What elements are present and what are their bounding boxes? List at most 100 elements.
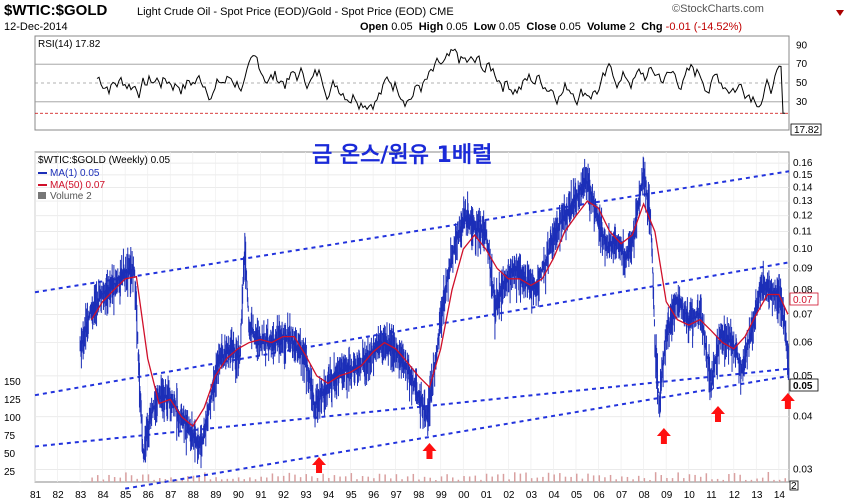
price-tick-label: 0.15 <box>793 170 813 181</box>
close-label: Close <box>526 21 557 33</box>
volume-bar <box>457 479 460 482</box>
price-bars <box>79 156 790 469</box>
volume-bar <box>344 476 347 482</box>
volume-bar <box>401 479 403 482</box>
volume-bar <box>474 475 477 482</box>
legend-swatch-volume <box>38 192 46 199</box>
low-label: Low <box>473 21 496 33</box>
volume-bar <box>519 473 522 482</box>
up-arrow-icon <box>780 393 795 409</box>
volume-bar <box>204 472 206 482</box>
price-tick-label: 0.11 <box>793 227 812 238</box>
stockcharts-logo[interactable]: ©StockCharts.com <box>672 3 764 15</box>
volume-bar <box>660 475 663 482</box>
volume-bar <box>350 473 353 482</box>
volume-tick-label: 150 <box>4 377 21 388</box>
volume-bar <box>564 476 567 482</box>
volume-bar <box>226 478 229 482</box>
x-tick-label: 06 <box>594 490 606 501</box>
volume-bar <box>367 476 369 482</box>
volume-bar <box>581 478 584 482</box>
volume-bar <box>468 476 471 482</box>
volume-bar <box>384 474 386 482</box>
price-tick-label: 0.12 <box>793 211 813 222</box>
x-tick-label: 96 <box>368 490 380 501</box>
description-text: Light Crude Oil - Spot Price (EOD)/Gold … <box>137 6 427 18</box>
chg-value: -0.01 (-14.52%) <box>665 21 743 33</box>
rsi-line <box>96 48 785 114</box>
volume-bar <box>361 476 364 482</box>
volume-tick-label: 50 <box>4 449 16 460</box>
volume-bar <box>260 476 262 482</box>
close-value: 0.05 <box>559 21 581 33</box>
channel-line <box>34 367 790 448</box>
volume-bar <box>677 472 679 482</box>
rsi-title: RSI(14) 17.82 <box>38 39 101 50</box>
up-arrow-icon <box>656 428 671 444</box>
volume-bar <box>542 476 544 482</box>
volume-bar <box>378 473 381 482</box>
channel-line <box>124 374 790 490</box>
volume-bar <box>271 473 274 482</box>
volume-bar <box>632 479 634 482</box>
exchange-label: CME <box>429 6 454 18</box>
x-tick-label: 93 <box>300 490 312 501</box>
x-tick-label: 84 <box>98 490 110 501</box>
volume-bar <box>299 477 302 482</box>
rsi-panel: RSI(14) 17.82 90 70 50 30 17.82 <box>34 35 822 136</box>
price-tick-label: 0.14 <box>793 183 813 194</box>
volume-bar <box>761 477 764 482</box>
price-tick-label: 0.09 <box>793 263 813 274</box>
red-down-triangle-icon[interactable] <box>836 10 844 16</box>
rsi-reference-lines <box>35 63 789 114</box>
volume-bar <box>147 474 150 482</box>
volume-bar <box>502 473 505 482</box>
volume-bar <box>615 479 617 482</box>
volume-bar <box>480 479 482 482</box>
volume-bar <box>158 478 161 482</box>
volume-bar <box>136 478 138 482</box>
volume-bar <box>170 477 172 482</box>
x-axis: 81 82 83 84 85 86 87 88 89 90 91 92 93 94 95 96 97 98 99 00… <box>30 490 785 501</box>
volume-bar <box>508 479 510 482</box>
volume-bar <box>452 477 454 482</box>
ma50-last-label: 0.07 <box>793 295 813 306</box>
volume-bar <box>130 475 133 482</box>
volume-bar <box>694 474 696 482</box>
volume-bar <box>592 475 595 482</box>
rsi-last-label-box <box>790 123 822 136</box>
price-tick-label: 0.08 <box>793 285 813 296</box>
x-tick-label: 94 <box>323 490 335 501</box>
x-tick-label: 00 <box>458 490 470 501</box>
volume-bar <box>649 479 651 482</box>
price-tick-label: 0.10 <box>793 244 813 255</box>
volume-bar <box>164 479 167 482</box>
volume-bar <box>756 478 758 482</box>
price-tick-label: 0.07 <box>793 309 813 320</box>
price-y-axis: 0.160.150.140.130.120.110.100.090.080.07… <box>793 158 813 475</box>
ma50-last-box <box>789 292 819 306</box>
x-tick-label: 83 <box>75 490 87 501</box>
price-tick-label: 0.05 <box>793 371 813 382</box>
volume-bar <box>406 476 409 482</box>
volume-tick-label: 25 <box>4 467 16 478</box>
volume-bar <box>91 477 93 482</box>
rsi-tick-label: 70 <box>796 59 808 70</box>
volume-bar <box>96 475 99 482</box>
volume-bar <box>333 475 336 482</box>
volume-bar <box>311 476 313 482</box>
volume-bar <box>266 477 268 482</box>
volume-bar <box>209 479 212 482</box>
x-tick-label: 07 <box>616 490 628 501</box>
volume-bar <box>559 473 561 482</box>
x-tick-label: 04 <box>548 490 560 501</box>
volume-bar <box>215 477 217 482</box>
x-tick-label: 13 <box>751 490 763 501</box>
volume-bar <box>536 477 539 482</box>
volume-bar <box>688 474 691 482</box>
volume-bar <box>671 478 674 482</box>
volume-bar <box>192 475 195 482</box>
volume-bar <box>722 479 725 482</box>
legend-ma50: MA(50) 0.07 <box>50 180 105 191</box>
